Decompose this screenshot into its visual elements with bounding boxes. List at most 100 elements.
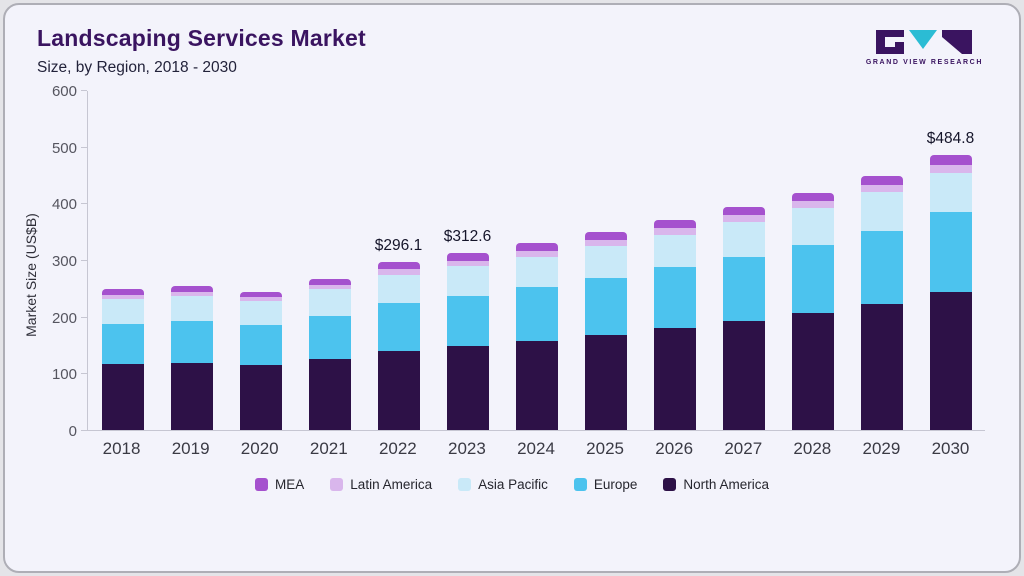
bar-segment-2018-asia-pacific	[101, 299, 144, 325]
legend-swatch	[255, 478, 269, 491]
chart: Market Size (US$B) 0 100 200 300 400 500 600 $…	[19, 83, 985, 459]
bar-segment-2021-europe	[308, 315, 351, 359]
bar-segment-2019-latin-america	[170, 291, 213, 296]
bar-segment-2018-latin-america	[101, 295, 144, 300]
bar-segment-2026-europe	[653, 267, 696, 328]
legend-swatch	[458, 478, 472, 491]
y-tick-mark	[81, 260, 87, 261]
plot-area: $296.1 $312.6 $484.8	[87, 91, 985, 431]
bar-segment-2023-mea	[446, 252, 489, 261]
bar-segment-2022-asia-pacific	[377, 274, 420, 304]
legend-item-north-america: North America	[663, 477, 769, 492]
bar-segment-2026-north-america	[653, 328, 696, 430]
x-axis-label-2026: 2026	[655, 439, 694, 458]
legend-swatch	[330, 478, 344, 491]
x-axis: 2018 2019 2020 2021 2022 2023 2024 2025 2026 2027…	[87, 439, 985, 459]
bar-segment-2028-europe	[791, 244, 834, 314]
bar-segment-2027-asia-pacific	[722, 222, 765, 257]
bar-segment-2027-latin-america	[722, 215, 765, 223]
bar-segment-2030-mea	[929, 155, 972, 165]
y-tick-label: 100	[51, 366, 77, 384]
bar-segment-2025-asia-pacific	[584, 246, 627, 279]
x-axis-label-2025: 2025	[586, 439, 624, 458]
bar-segment-2020-asia-pacific	[239, 301, 282, 326]
bar-segment-2023-latin-america	[446, 260, 489, 267]
legend-swatch	[573, 478, 587, 491]
bar-segment-2020-europe	[239, 325, 282, 365]
legend-item-asia-pacific: Asia Pacific	[458, 477, 548, 492]
legend-label: Latin America	[350, 477, 433, 492]
bar-segment-2020-mea	[239, 291, 282, 298]
bar-column-2021	[295, 91, 364, 430]
gvr-logo: GRAND VIEW RESEARCH	[866, 29, 983, 66]
x-axis-label-2030: 2030	[931, 439, 970, 458]
gvr-logo-icon	[876, 30, 973, 54]
y-tick-mark	[81, 430, 87, 431]
legend-label: Europe	[593, 477, 638, 492]
y-tick-label: 200	[51, 309, 77, 327]
bar-stack-2028	[791, 192, 834, 430]
value-label-2023: $312.6	[443, 227, 492, 245]
y-tick-mark	[81, 203, 87, 205]
y-tick-label: 600	[51, 83, 77, 100]
bar-segment-2025-europe	[584, 278, 627, 335]
bar-segment-2025-latin-america	[584, 240, 627, 247]
bar-segment-2024-europe	[515, 287, 558, 342]
plot-column: $296.1 $312.6 $484.8 2018 2019 2020 2021 2022 2…	[87, 91, 985, 459]
y-tick-label: 400	[51, 196, 77, 214]
bar-segment-2029-latin-america	[860, 184, 903, 193]
y-tick-mark	[81, 90, 87, 91]
legend-item-europe: Europe	[573, 477, 638, 492]
bar-column-2018	[88, 91, 157, 430]
y-tick-label: 500	[51, 139, 77, 157]
bar-segment-2025-north-america	[584, 334, 627, 430]
page-subtitle: Size, by Region, 2018 - 2030	[37, 59, 237, 76]
gvr-logo-text: GRAND VIEW RESEARCH	[865, 59, 983, 66]
page-title: Landscaping Services Market	[37, 25, 366, 51]
x-axis-label-2020: 2020	[240, 439, 279, 458]
bar-column-2029	[847, 91, 916, 430]
bar-segment-2029-asia-pacific	[860, 192, 903, 231]
bar-segment-2029-north-america	[860, 304, 903, 430]
x-axis-label-2028: 2028	[793, 439, 832, 458]
bar-segment-2030-north-america	[929, 291, 972, 430]
y-tick-mark	[81, 373, 87, 375]
bar-segment-2022-latin-america	[377, 269, 420, 275]
bar-segment-2021-asia-pacific	[308, 289, 351, 316]
x-axis-label-2022: 2022	[378, 439, 417, 458]
y-tick-label: 300	[51, 253, 77, 270]
bar-segment-2020-north-america	[239, 364, 282, 430]
bar-stack-2022	[377, 262, 420, 430]
y-tick-label: 0	[68, 423, 77, 440]
bar-segment-2018-europe	[101, 324, 144, 365]
bar-segment-2021-mea	[308, 279, 351, 286]
bar-stack-2019	[170, 285, 213, 430]
legend: MEA Latin America Asia Pacific Europe North …	[5, 477, 1019, 492]
bar-stack-2020	[239, 291, 282, 430]
legend-label: MEA	[275, 477, 305, 492]
bar-segment-2024-north-america	[515, 341, 558, 430]
bar-segment-2026-asia-pacific	[653, 234, 696, 268]
bar-stack-2027	[722, 206, 765, 430]
bar-segment-2024-mea	[515, 243, 558, 251]
x-axis-label-2021: 2021	[309, 439, 348, 458]
bar-segment-2021-north-america	[308, 358, 351, 430]
bar-segment-2018-mea	[101, 288, 144, 296]
bar-segment-2027-north-america	[722, 320, 765, 430]
bar-segment-2019-mea	[170, 285, 213, 292]
legend-label: Asia Pacific	[478, 477, 548, 492]
bar-segment-2019-europe	[170, 321, 213, 363]
bar-stack-2024	[515, 243, 558, 430]
bar-stack-2029	[860, 175, 903, 430]
bar-column-2024	[502, 91, 571, 430]
bar-segment-2028-latin-america	[791, 201, 834, 209]
bar-column-2030: $484.8	[916, 91, 985, 430]
bar-segment-2023-europe	[446, 295, 489, 346]
bar-segment-2028-mea	[791, 192, 834, 202]
x-axis-label-2023: 2023	[448, 439, 486, 458]
chart-card: Landscaping Services Market Size, by Reg…	[3, 3, 1021, 573]
bar-stack-2025	[584, 232, 627, 430]
y-axis-title-wrap: Market Size (US$B)	[19, 91, 43, 459]
bar-column-2026	[640, 91, 709, 430]
legend-swatch	[663, 478, 677, 491]
